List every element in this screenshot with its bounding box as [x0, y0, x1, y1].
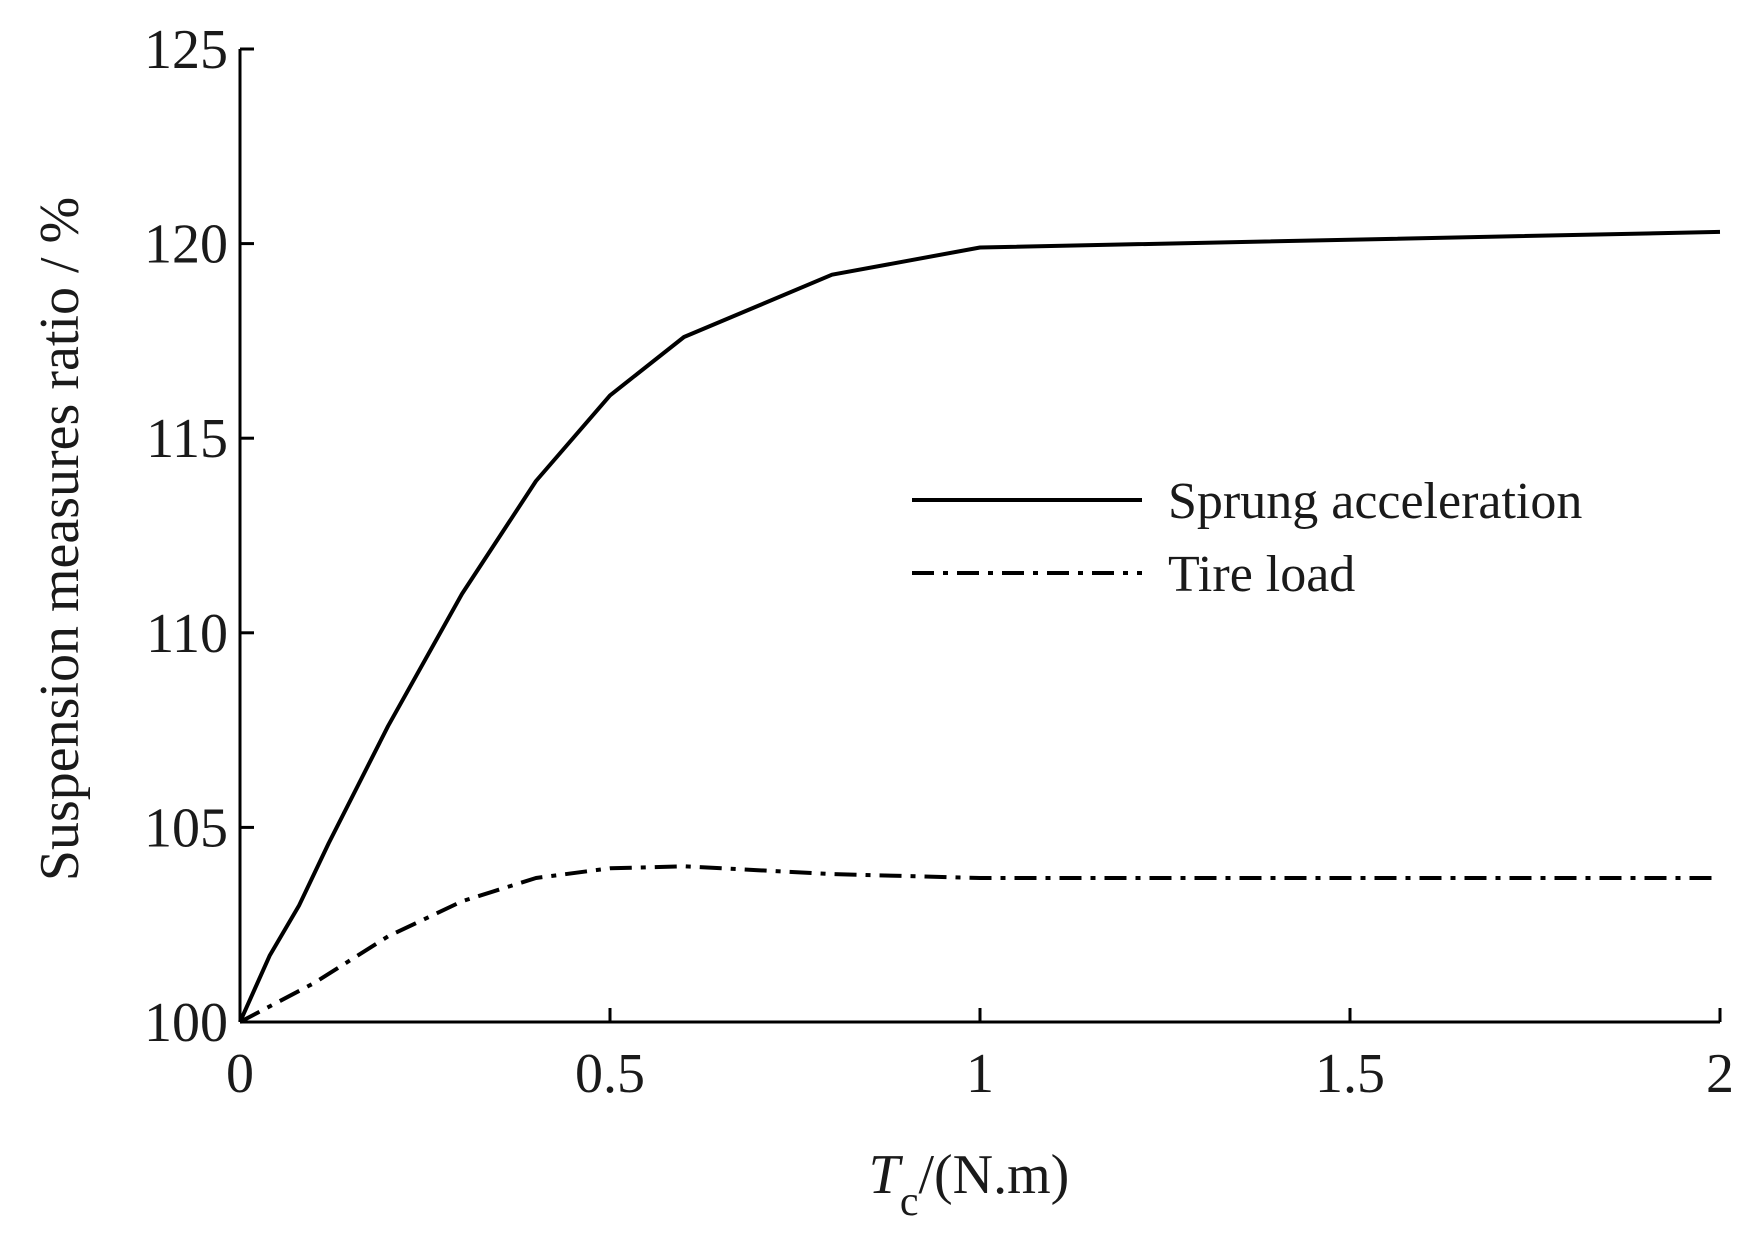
legend: Sprung acceleration Tire load: [912, 473, 1582, 603]
y-tick-label: 115: [146, 408, 228, 470]
x-axis-unit: /(N.m): [918, 1144, 1069, 1206]
x-axis-label: Tc/(N.m): [869, 1144, 1070, 1225]
axes: 0 0.5 1 1.5 2 100 105 110 115 120 125: [144, 19, 1734, 1105]
legend-label: Tire load: [1168, 546, 1355, 603]
x-tick-label: 0: [226, 1043, 254, 1105]
series-line-tire-load: [239, 864, 1720, 1024]
y-tick-label: 120: [144, 214, 228, 276]
x-tick-label: 1.5: [1315, 1043, 1385, 1105]
legend-label: Sprung acceleration: [1168, 473, 1582, 530]
y-tick-label: 105: [144, 797, 228, 859]
x-tick-label: 2: [1706, 1043, 1734, 1105]
y-axis-label: Suspension measures ratio / %: [29, 197, 91, 881]
x-axis-symbol: T: [869, 1144, 904, 1206]
series-layer: [238, 229, 1721, 1024]
y-tick-label: 110: [146, 603, 228, 665]
series-line-sprung-acceleration: [238, 229, 1721, 1023]
x-tick-label: 0.5: [575, 1043, 645, 1105]
x-axis-subscript: c: [900, 1179, 919, 1225]
y-tick-label: 125: [144, 19, 228, 81]
x-tick-label: 1: [966, 1043, 994, 1105]
y-tick-label: 100: [144, 992, 228, 1054]
